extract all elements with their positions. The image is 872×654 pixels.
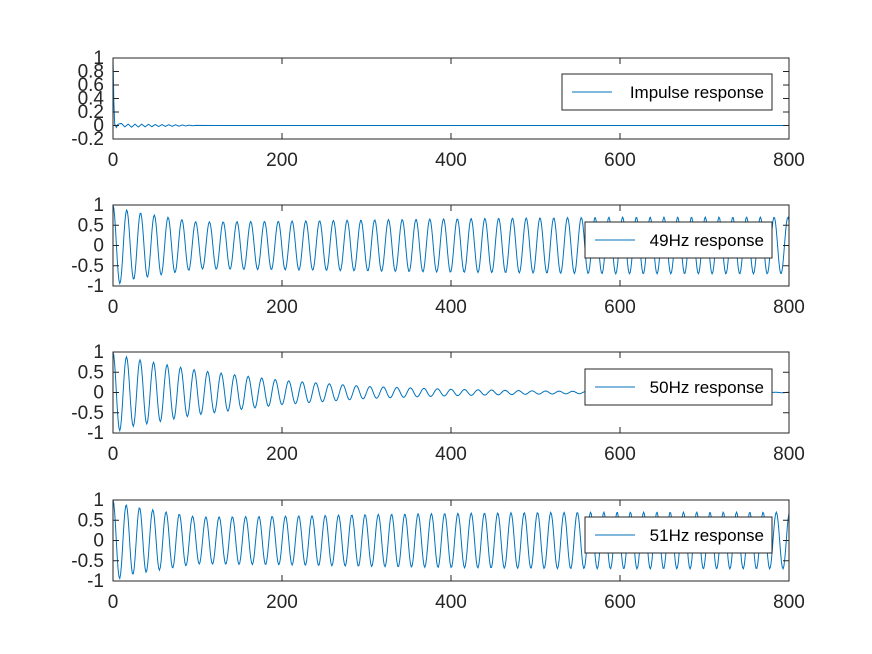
y-tick-label: 0 bbox=[93, 383, 104, 404]
x-tick-label: 200 bbox=[266, 592, 298, 613]
series-line-4 bbox=[112, 499, 790, 581]
y-tick-label: -1 bbox=[87, 276, 104, 297]
x-tick-label: 400 bbox=[435, 444, 467, 465]
y-tick-label: 0.5 bbox=[78, 510, 104, 531]
x-tick-label: 800 bbox=[773, 297, 805, 318]
x-tick-label: 600 bbox=[604, 592, 636, 613]
x-tick-label: 200 bbox=[266, 297, 298, 318]
x-tick-label: 400 bbox=[435, 150, 467, 171]
y-tick-label: 1 bbox=[93, 342, 104, 363]
y-tick-label: 1 bbox=[93, 48, 104, 69]
y-tick-label: 0.5 bbox=[78, 215, 104, 236]
y-tick-label: 0.6 bbox=[78, 75, 104, 96]
y-tick-label: 0.4 bbox=[78, 89, 105, 110]
x-tick-label: 400 bbox=[435, 592, 467, 613]
x-tick-label: 800 bbox=[773, 150, 805, 171]
x-tick-label: 0 bbox=[108, 444, 119, 465]
y-tick-label: -1 bbox=[87, 423, 104, 444]
x-tick-label: 0 bbox=[108, 592, 119, 613]
legend-label: 50Hz response bbox=[650, 378, 764, 397]
legend-label: 49Hz response bbox=[650, 231, 764, 250]
x-tick-label: 800 bbox=[773, 592, 805, 613]
x-tick-label: 200 bbox=[266, 444, 298, 465]
y-tick-label: 0 bbox=[93, 116, 104, 137]
y-tick-label: 1 bbox=[93, 195, 104, 216]
x-tick-label: 200 bbox=[266, 150, 298, 171]
y-tick-label: 0 bbox=[93, 236, 104, 257]
legend-label: 51Hz response bbox=[650, 526, 764, 545]
y-tick-label: -0.5 bbox=[71, 403, 104, 424]
y-tick-label: 0.5 bbox=[78, 362, 104, 383]
x-tick-label: 0 bbox=[108, 150, 119, 171]
y-tick-label: 0 bbox=[93, 531, 104, 552]
y-tick-label: 1 bbox=[93, 490, 104, 511]
y-tick-label: -1 bbox=[87, 571, 104, 592]
legend-label: Impulse response bbox=[630, 83, 764, 102]
x-tick-label: 400 bbox=[435, 297, 467, 318]
x-tick-label: 600 bbox=[604, 297, 636, 318]
y-tick-label: -0.5 bbox=[71, 256, 104, 277]
series-line-1 bbox=[112, 57, 789, 129]
x-tick-label: 800 bbox=[773, 444, 805, 465]
x-tick-label: 0 bbox=[108, 297, 119, 318]
y-tick-label: 0.2 bbox=[78, 102, 104, 123]
x-tick-label: 600 bbox=[604, 150, 636, 171]
y-tick-label: -0.5 bbox=[71, 551, 104, 572]
y-tick-label: 0.8 bbox=[78, 62, 104, 83]
x-tick-label: 600 bbox=[604, 444, 636, 465]
y-tick-label: -0.2 bbox=[71, 129, 104, 150]
